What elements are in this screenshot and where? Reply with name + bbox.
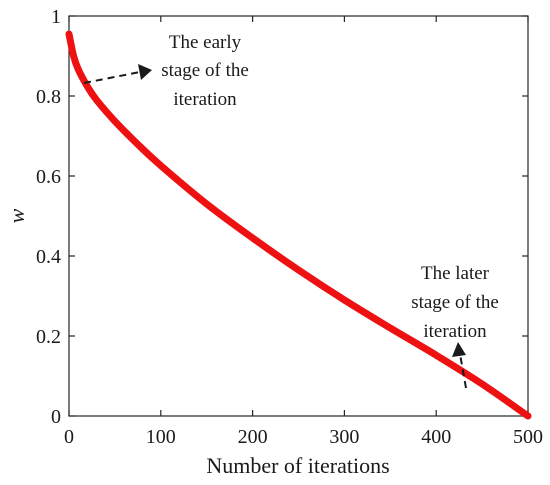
- plot-area: [68, 15, 529, 417]
- x-tick-label: 500: [513, 426, 543, 448]
- x-tick-label: 400: [421, 426, 451, 448]
- y-tick-label: 0.8: [36, 86, 61, 108]
- y-tick-label: 0.4: [36, 246, 61, 268]
- annotation-early-arrowhead: [138, 64, 152, 80]
- y-tick-label: 1: [51, 6, 61, 28]
- y-axis-title: w: [4, 208, 29, 223]
- x-axis-title: Number of iterations: [206, 453, 389, 478]
- y-tick-label: 0: [51, 406, 61, 428]
- x-tick-label: 100: [146, 426, 176, 448]
- annotation-early-arrow: [83, 71, 141, 84]
- y-tick-label: 0.2: [36, 326, 61, 348]
- y-tick-label: 0.6: [36, 166, 61, 188]
- x-tick-label: 200: [238, 426, 268, 448]
- annotation-later-line-2: stage of the: [411, 292, 499, 313]
- annotation-later-arrowhead: [452, 342, 466, 357]
- x-tick-label: 300: [329, 426, 359, 448]
- annotation-later-line-3: iteration: [423, 321, 487, 342]
- tick-labels: 0 100 200 300 400 500 0 0.2 0.4 0.6 0.8 1: [36, 6, 543, 448]
- tick-marks: [68, 15, 529, 417]
- annotation-early-line-1: The early: [169, 32, 242, 53]
- annotation-later-arrow: [459, 353, 467, 389]
- annotation-early-line-2: stage of the: [161, 60, 249, 81]
- annotation-later-line-1: The later: [421, 263, 490, 284]
- annotation-early-line-3: iteration: [173, 89, 237, 110]
- x-tick-label: 0: [64, 426, 74, 448]
- series-line: [65, 30, 532, 420]
